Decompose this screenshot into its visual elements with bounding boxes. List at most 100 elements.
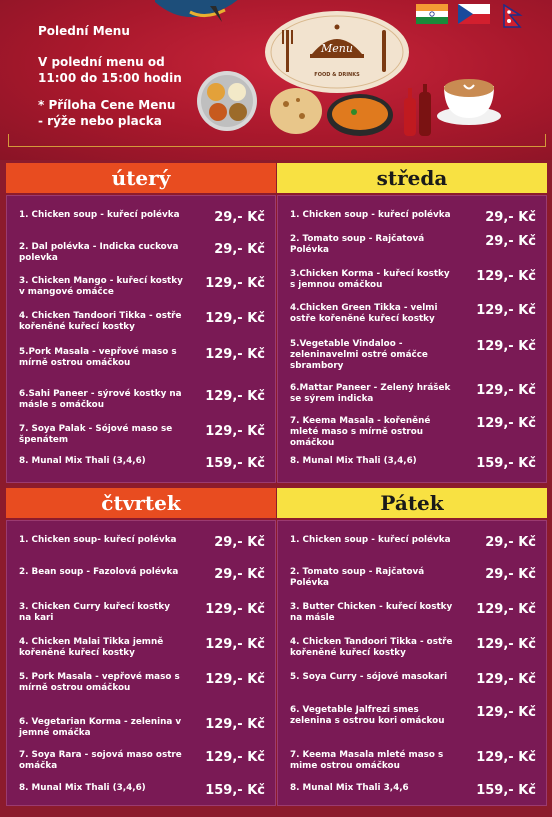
menu-item: 6. Vegetable Jalfrezi smes zelenina s os… [290,705,536,739]
menu-item-price: 29,- Kč [214,535,265,550]
menu-item: 4.Chicken Green Tikka - velmi ostře koře… [290,303,536,337]
menu-item: 1. Chicken soup- kuřecí polévka 29,- Kč [19,535,265,569]
menu-item-name: 5.Pork Masala - vepřové maso s mírně ost… [19,347,177,368]
menu-item-price: 29,- Kč [485,234,536,249]
day-heading: úterý [6,163,276,193]
menu-item-price: 129,- Kč [205,672,265,687]
day-menu-panel: 1. Chicken soup - kuřecí polévka 29,- Kč 2… [6,195,276,483]
menu-item-name: 6.Mattar Paneer - Zelený hrášek se sýrem… [290,383,451,404]
menu-item-name: 2. Tomato soup - Rajčatová Polévka [290,234,425,255]
day-menu-panel: 1. Chicken soup- kuřecí polévka 29,- Kč 2.… [6,520,276,806]
menu-item: 1. Chicken soup - kuřecí polévka 29,- Kč [290,535,536,569]
menu-item: 4. Chicken Malai Tikka jemně kořeněné ku… [19,637,265,671]
menu-item-price: 129,- Kč [476,672,536,687]
menu-item: 5. Soya Curry - sójové masokari 129,- Kč [290,672,536,706]
lunch-hours: V polední menu od 11:00 do 15:00 hodin [38,54,182,86]
day-section-4: Pátek 1. Chicken soup - kuřecí polévka 29,… [277,488,547,806]
menu-item-price: 159,- Kč [476,456,536,471]
menu-item: 1. Chicken soup - kuřecí polévka 29,- Kč [290,210,536,244]
menu-item: 7. Soya Palak - Sójové maso se špenátem 1… [19,424,265,458]
menu-item-name: 2. Dal polévka - Indicka cuckova polevka [19,242,179,263]
menu-item-name: 1. Chicken soup - kuřecí polévka [19,210,180,220]
menu-item: 3. Chicken Mango - kuřecí kostky v mango… [19,276,265,310]
menu-item-name: 2. Bean soup - Fazolová polévka [19,567,179,577]
day-heading: čtvrtek [6,488,276,518]
menu-item: 5. Pork Masala - vepřové maso s mírně os… [19,672,265,706]
menu-item: 8. Munal Mix Thali (3,4,6) 159,- Kč [290,456,536,490]
menu-item-price: 159,- Kč [476,783,536,798]
nepal-flag-icon [503,3,523,28]
menu-item-price: 29,- Kč [214,210,265,225]
india-flag-icon [416,4,448,24]
menu-item-name: 4. Chicken Malai Tikka jemně kořeněné ku… [19,637,164,658]
menu-item: 1. Chicken soup - kuřecí polévka 29,- Kč [19,210,265,244]
menu-item-price: 29,- Kč [214,242,265,257]
day-section-1: úterý 1. Chicken soup - kuřecí polévka 29,… [6,163,276,483]
menu-item: 8. Munal Mix Thali 3,4,6 159,- Kč [290,783,536,817]
menu-item: 2. Bean soup - Fazolová polévka 29,- Kč [19,567,265,601]
menu-item-name: 6. Vegetarian Korma - zelenina v jemné o… [19,717,182,738]
day-menu-panel: 1. Chicken soup - kuřecí polévka 29,- Kč 2… [277,520,547,806]
menu-item: 6. Vegetarian Korma - zelenina v jemné o… [19,717,265,751]
menu-item: 7. Soya Rara - sojová maso ostre omáčka 1… [19,750,265,784]
day-heading: středa [277,163,547,193]
menu-item-name: 5. Pork Masala - vepřové maso s mírně os… [19,672,180,693]
lunch-hours-line2: 11:00 do 15:00 hodin [38,71,182,85]
menu-item-price: 129,- Kč [476,383,536,398]
menu-item-name: 8. Munal Mix Thali (3,4,6) [19,456,146,466]
menu-item: 7. Keema Masala - kořeněné mleté maso s … [290,416,536,450]
menu-item-price: 129,- Kč [205,637,265,652]
menu-item-price: 159,- Kč [205,456,265,471]
menu-item-name: 3. Butter Chicken - kuřecí kostky na más… [290,602,453,623]
menu-item-price: 129,- Kč [476,339,536,354]
menu-item-price: 129,- Kč [476,750,536,765]
menu-item: 2. Dal polévka - Indicka cuckova polevka… [19,242,265,276]
menu-item: 5.Pork Masala - vepřové maso s mírně ost… [19,347,265,381]
menu-item-price: 29,- Kč [485,535,536,550]
menu-item: 4. Chicken Tandoori Tikka - ostře kořeně… [290,637,536,671]
menu-item-name: 8. Munal Mix Thali (3,4,6) [19,783,146,793]
menu-item-price: 129,- Kč [205,311,265,326]
menu-item-name: 7. Soya Rara - sojová maso ostre omáčka [19,750,182,771]
menu-item: 3. Butter Chicken - kuřecí kostky na más… [290,602,536,636]
menu-item: 7. Keema Masala mleté maso s mime ostrou… [290,750,536,784]
soda-bottles-icon [404,84,431,136]
logo-subtitle: FOOD & DRINKS [314,72,360,78]
thali-plate-icon [197,71,257,131]
menu-item-name: 3.Chicken Korma - kuřecí kostky s jemnou… [290,269,450,290]
menu-item-price: 129,- Kč [205,602,265,617]
menu-item: 8. Munal Mix Thali (3,4,6) 159,- Kč [19,456,265,490]
menu-item-name: 5. Soya Curry - sójové masokari [290,672,448,682]
menu-item-name: 1. Chicken soup- kuřecí polévka [19,535,177,545]
menu-item: 8. Munal Mix Thali (3,4,6) 159,- Kč [19,783,265,817]
menu-logo-icon [265,11,409,93]
menu-item-price: 129,- Kč [476,416,536,431]
curry-bowl-icon [327,94,393,136]
menu-item-price: 129,- Kč [205,424,265,439]
menu-item: 3. Chicken Curry kuřecí kostky na kari 12… [19,602,265,636]
bird-illustration-icon [155,0,238,22]
menu-item-name: 2. Tomato soup - Rajčatová Polévka [290,567,425,588]
menu-item-price: 29,- Kč [214,567,265,582]
menu-item-price: 129,- Kč [205,347,265,362]
naan-bread-icon [270,88,322,134]
menu-item: 5.Vegetable Vindaloo - zeleninavelmi ost… [290,339,536,373]
menu-item: 4. Chicken Tandoori Tikka - ostře kořeně… [19,311,265,345]
day-section-3: čtvrtek 1. Chicken soup- kuřecí polévka 29… [6,488,276,806]
menu-item-name: 4. Chicken Tandoori Tikka - ostře kořeně… [19,311,182,332]
lunch-menu-title: Polední Menu [38,24,130,38]
menu-item-name: 7. Soya Palak - Sójové maso se špenátem [19,424,173,445]
menu-item: 2. Tomato soup - Rajčatová Polévka 29,- K… [290,234,536,268]
menu-item-name: 4. Chicken Tandoori Tikka - ostře kořeně… [290,637,453,658]
menu-item-name: 8. Munal Mix Thali 3,4,6 [290,783,409,793]
menu-item-price: 129,- Kč [476,705,536,720]
day-menu-panel: 1. Chicken soup - kuřecí polévka 29,- Kč 2… [277,195,547,483]
menu-item-name: 3. Chicken Curry kuřecí kostky na kari [19,602,170,623]
side-dish-note: * Příloha Cene Menu - rýže nebo placka [38,97,175,129]
menu-item-name: 5.Vegetable Vindaloo - zeleninavelmi ost… [290,339,428,371]
menu-item-name: 3. Chicken Mango - kuřecí kostky v mango… [19,276,183,297]
menu-item: 2. Tomato soup - Rajčatová Polévka 29,- K… [290,567,536,601]
menu-item-price: 129,- Kč [205,389,265,404]
decorative-frame [8,134,546,147]
menu-item-price: 129,- Kč [476,602,536,617]
